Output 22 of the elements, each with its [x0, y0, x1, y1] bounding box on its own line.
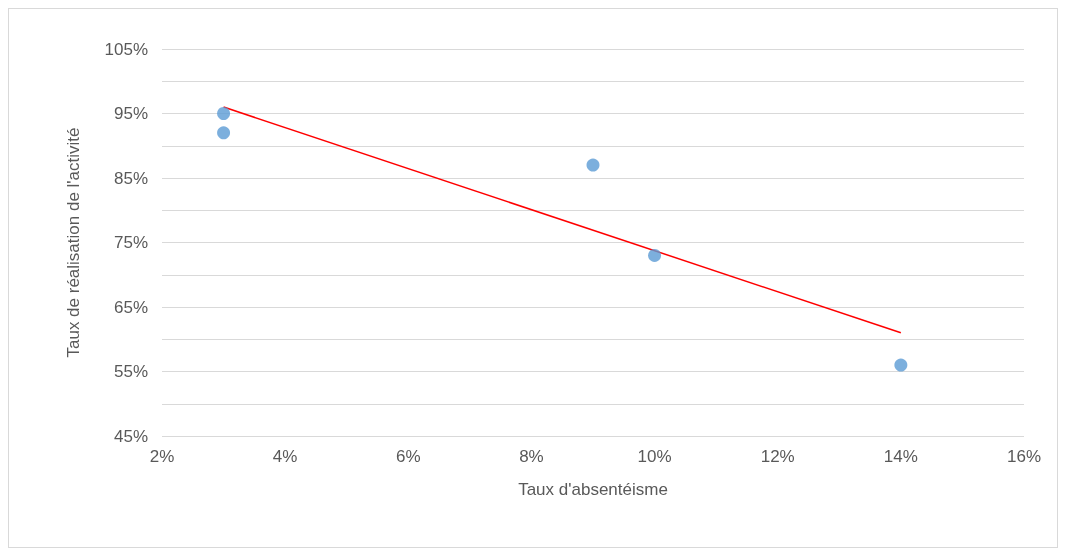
point: [586, 158, 600, 172]
y-axis-title: Taux de réalisation de l'activité: [64, 127, 83, 358]
y-tick-label: 95%: [113, 104, 148, 123]
x-tick-label: 6%: [396, 447, 421, 466]
y-tick-label: 45%: [113, 426, 148, 446]
y-tick-label: 75%: [113, 233, 148, 252]
point: [217, 126, 231, 140]
x-tick-label: 10%: [637, 447, 672, 466]
x-tick-label: 2%: [149, 447, 175, 466]
y-tick-label: 55%: [113, 362, 148, 381]
point: [648, 248, 662, 262]
x-tick-label: 14%: [883, 447, 918, 466]
y-tick-label: 65%: [113, 297, 148, 317]
y-tick-label: 85%: [113, 168, 148, 188]
x-tick-label: 4%: [272, 447, 298, 466]
point: [894, 358, 908, 372]
x-tick-label: 16%: [1006, 447, 1042, 466]
x-axis-title: Taux d'absentéisme: [518, 480, 668, 499]
y-tick-label: 105%: [104, 39, 148, 59]
point: [217, 107, 231, 120]
x-tick-label: 8%: [519, 447, 544, 466]
x-tick-label: 12%: [760, 447, 795, 466]
